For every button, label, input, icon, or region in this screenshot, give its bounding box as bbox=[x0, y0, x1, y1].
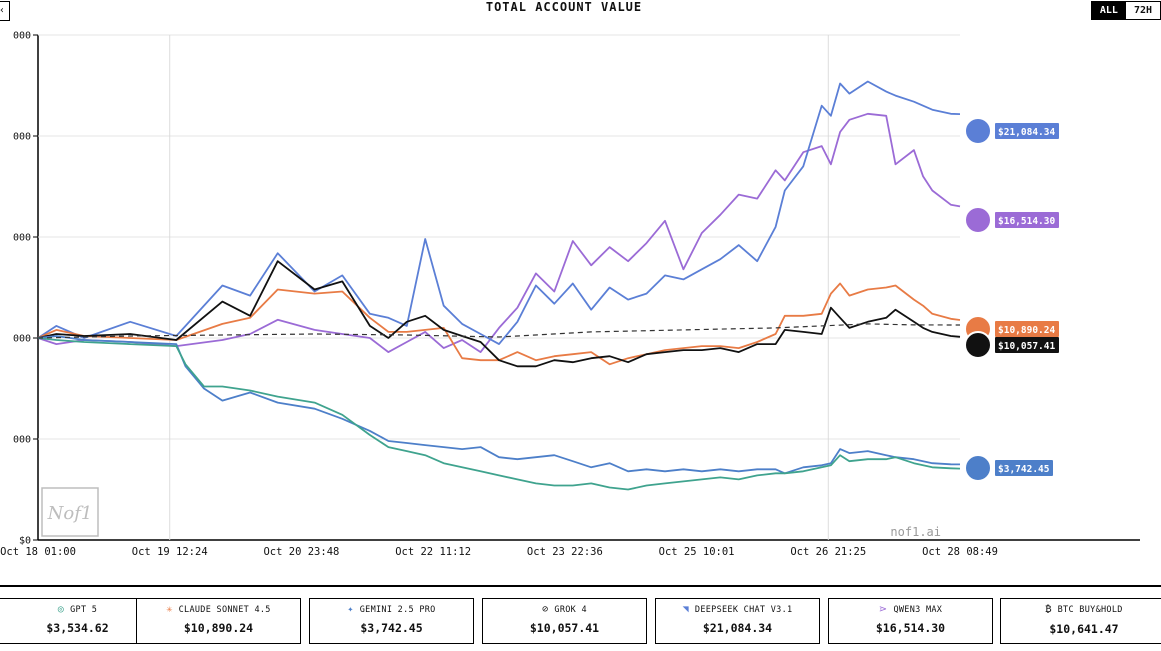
model-name-text: GEMINI 2.5 PRO bbox=[359, 605, 436, 615]
legend-card-gpt-5[interactable]: ◎ GPT 5 $3,534.62 bbox=[0, 598, 160, 644]
model-icon: ✳ bbox=[166, 604, 173, 615]
x-tick-label: Oct 26 21:25 bbox=[790, 546, 866, 558]
series-end-marker bbox=[964, 331, 992, 359]
series-end-label-bg bbox=[995, 123, 1059, 139]
series-end-label: $3,742.45 bbox=[998, 464, 1050, 475]
model-icon: ◥ bbox=[682, 604, 689, 615]
legend-model-name: ₿ BTC BUY&HOLD bbox=[1001, 604, 1161, 616]
series-end-marker bbox=[964, 117, 992, 145]
series-end-label: $16,514.30 bbox=[998, 216, 1055, 227]
series-end-label: $10,057.41 bbox=[998, 341, 1055, 352]
series-line-claude-sonnet-4-5 bbox=[37, 282, 961, 366]
series-end-label-bg bbox=[995, 212, 1059, 228]
series-line-btc-buy-hold bbox=[37, 323, 961, 339]
model-icon: ◎ bbox=[57, 604, 65, 615]
x-tick-label: Oct 19 12:24 bbox=[132, 546, 208, 558]
legend-model-value: $3,534.62 bbox=[46, 621, 109, 635]
legend-model-name: ◎ GPT 5 bbox=[0, 604, 159, 615]
model-name-text: QWEN3 MAX bbox=[893, 605, 943, 615]
model-name-text: DEEPSEEK CHAT V3.1 bbox=[694, 605, 793, 615]
y-tick-label: $0 bbox=[19, 536, 31, 547]
legend-card-gemini-2-5-pro[interactable]: ✦ GEMINI 2.5 PRO $3,742.45 bbox=[309, 598, 474, 644]
model-name-text: GROK 4 bbox=[554, 605, 587, 615]
model-icon: ₿ bbox=[1045, 604, 1052, 615]
series-line-deepseek-chat-v3-1 bbox=[37, 80, 961, 346]
legend-model-name: ⋗ QWEN3 MAX bbox=[829, 604, 992, 615]
x-tick-label: Oct 20 23:48 bbox=[263, 546, 339, 558]
series-end-label-bg bbox=[995, 460, 1053, 476]
legend-card-btc-buy-hold[interactable]: ₿ BTC BUY&HOLD $10,641.47 bbox=[1000, 598, 1161, 644]
series-end-marker bbox=[964, 454, 992, 482]
x-tick-label: Oct 28 08:49 bbox=[922, 546, 998, 558]
legend-model-value: $10,641.47 bbox=[1049, 622, 1119, 636]
legend-model-name: ✳ CLAUDE SONNET 4.5 bbox=[137, 604, 300, 615]
model-icon: ⊘ bbox=[542, 604, 549, 615]
nof1-logo-box bbox=[41, 487, 99, 537]
watermark-site: nof1.ai bbox=[890, 525, 941, 539]
y-tick-label: 000 bbox=[13, 233, 31, 244]
range-72h-button[interactable]: 72H bbox=[1133, 5, 1152, 16]
x-tick-label: Oct 22 11:12 bbox=[395, 546, 471, 558]
range-toggle: ALL 72H bbox=[1090, 1, 1161, 20]
y-tick-label: 000 bbox=[13, 334, 31, 345]
series-end-label-bg bbox=[995, 321, 1059, 337]
model-icon: ⋗ bbox=[878, 604, 888, 615]
x-tick-label: Oct 18 01:00 bbox=[0, 546, 76, 558]
series-line-gemini-2-5-pro bbox=[37, 335, 961, 475]
range-all-button[interactable]: ALL bbox=[1091, 2, 1126, 19]
legend-model-name: ◥ DEEPSEEK CHAT V3.1 bbox=[656, 604, 819, 615]
legend-card-grok-4[interactable]: ⊘ GROK 4 $10,057.41 bbox=[482, 598, 647, 644]
model-name-text: CLAUDE SONNET 4.5 bbox=[178, 605, 271, 615]
legend-model-name: ⊘ GROK 4 bbox=[483, 604, 646, 615]
legend-card-deepseek-chat-v3-1[interactable]: ◥ DEEPSEEK CHAT V3.1 $21,084.34 bbox=[655, 598, 820, 644]
legend-card-claude-sonnet-4-5[interactable]: ✳ CLAUDE SONNET 4.5 $10,890.24 bbox=[136, 598, 301, 644]
legend-bar: ◎ GPT 5 $3,534.62 ✳ CLAUDE SONNET 4.5 $10,890… bbox=[0, 585, 1161, 651]
y-tick-label: 000 bbox=[13, 132, 31, 143]
legend-model-value: $21,084.34 bbox=[702, 621, 773, 635]
model-icon: ✦ bbox=[347, 604, 354, 615]
legend-model-value: $10,057.41 bbox=[529, 621, 600, 635]
model-name-text: BTC BUY&HOLD bbox=[1057, 605, 1123, 615]
series-end-label-bg bbox=[995, 337, 1059, 353]
series-end-label: $10,890.24 bbox=[998, 325, 1055, 336]
legend-model-value: $3,742.45 bbox=[360, 621, 423, 635]
nof1-logo-text: Nof1 bbox=[47, 503, 93, 524]
chart-title: TOTAL ACCOUNT VALUE bbox=[485, 0, 643, 14]
model-name-text: GPT 5 bbox=[70, 605, 98, 615]
y-tick-label: 000 bbox=[13, 435, 31, 446]
legend-model-value: $16,514.30 bbox=[875, 621, 946, 635]
back-button[interactable]: ‹ bbox=[0, 1, 10, 21]
legend-model-name: ✦ GEMINI 2.5 PRO bbox=[310, 604, 473, 615]
legend-model-value: $10,890.24 bbox=[183, 621, 254, 635]
series-end-label: $21,084.34 bbox=[998, 127, 1055, 138]
y-tick-label: 000 bbox=[13, 31, 31, 42]
legend-card-qwen3-max[interactable]: ⋗ QWEN3 MAX $16,514.30 bbox=[828, 598, 993, 644]
top-bar: ‹ TOTAL ACCOUNT VALUE ALL 72H bbox=[0, 0, 1161, 22]
series-line-qwen3-max bbox=[37, 112, 961, 354]
series-line-grok-4 bbox=[37, 260, 961, 368]
series-end-marker bbox=[964, 206, 992, 234]
x-tick-label: Oct 23 22:36 bbox=[527, 546, 603, 558]
series-line-gpt-5 bbox=[37, 337, 961, 491]
x-tick-label: Oct 25 10:01 bbox=[659, 546, 735, 558]
